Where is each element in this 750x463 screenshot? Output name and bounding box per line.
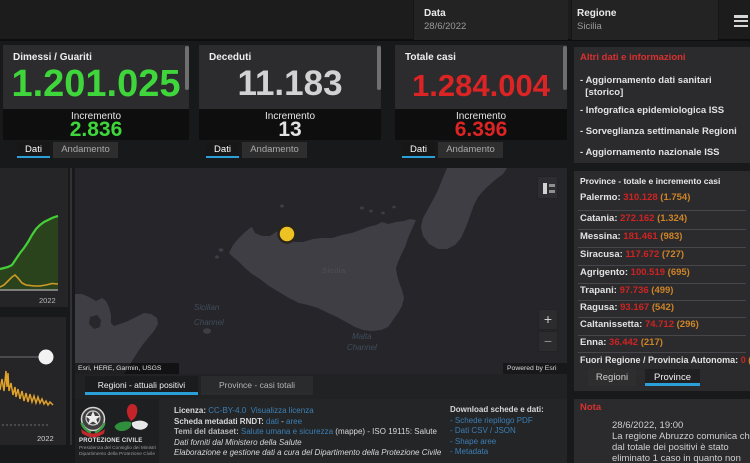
svg-text:Malta: Malta: [352, 332, 372, 341]
svg-text:2022: 2022: [37, 434, 54, 443]
svg-text:Sicilian: Sicilian: [194, 303, 220, 312]
svg-text:Channel: Channel: [347, 343, 377, 352]
svg-text:Channel: Channel: [194, 318, 224, 327]
svg-text:2022: 2022: [39, 296, 56, 305]
svg-text:Sicilia: Sicilia: [322, 266, 346, 275]
